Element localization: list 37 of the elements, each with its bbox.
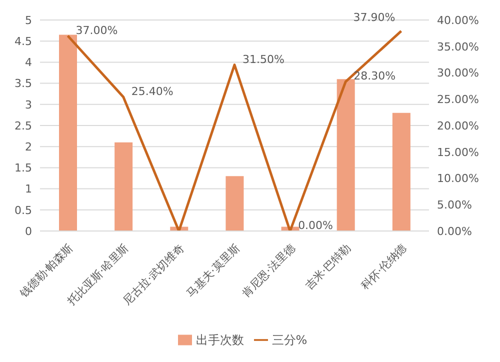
- y2-tick-label: 0.00%: [437, 224, 472, 238]
- data-label: 28.30%: [354, 70, 396, 83]
- y2-tick-label: 15.00%: [437, 146, 479, 159]
- y-tick-label: 2: [25, 140, 32, 154]
- y-tick-label: 1: [25, 182, 32, 196]
- y2-tick-label: 30.00%: [437, 66, 479, 80]
- y2-tick-label: 25.00%: [437, 93, 479, 106]
- legend-label: 出手次数: [196, 333, 244, 347]
- y2-tick-label: 35.00%: [437, 40, 479, 54]
- y-tick-label: 0.5: [14, 204, 32, 217]
- bar: [392, 112, 410, 231]
- data-label: 25.40%: [131, 85, 174, 98]
- bar: [336, 79, 355, 231]
- x-tick-label: 吉米·巴特勒: [302, 242, 354, 292]
- bar: [114, 142, 133, 231]
- y-tick-label: 5: [25, 14, 32, 27]
- data-label: 37.90%: [353, 11, 396, 24]
- x-tick-label: 马基夫·莫里斯: [184, 242, 242, 300]
- x-tick-label: 肯尼恩·法里德: [240, 242, 298, 300]
- bar: [59, 34, 77, 231]
- x-tick-label: 科怀·伦纳德: [358, 242, 409, 292]
- data-label: 0.00%: [298, 219, 334, 232]
- y-tick-label: 4.5: [14, 35, 32, 48]
- data-label: 31.50%: [242, 52, 284, 66]
- y-tick-label: 0: [25, 224, 32, 238]
- legend-label: 三分%: [272, 333, 308, 347]
- data-label: 37.00%: [76, 24, 118, 37]
- y2-tick-label: 5.00%: [437, 198, 472, 212]
- y2-tick-label: 40.00%: [437, 14, 479, 27]
- y-tick-label: 4: [25, 56, 32, 70]
- y-tick-label: 3: [25, 98, 32, 112]
- bar: [226, 176, 244, 231]
- y2-tick-label: 20.00%: [437, 119, 479, 132]
- y2-tick-label: 10.00%: [437, 172, 479, 186]
- y-tick-label: 1.5: [14, 162, 32, 175]
- y-tick-label: 2.5: [14, 119, 32, 132]
- y-tick-label: 3.5: [14, 77, 32, 90]
